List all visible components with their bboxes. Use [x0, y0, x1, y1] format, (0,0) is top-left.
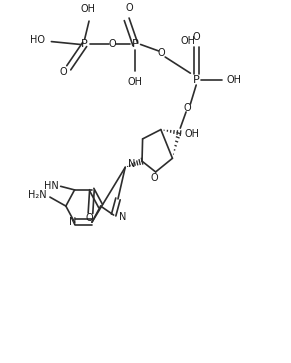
- Text: O: O: [85, 213, 93, 223]
- Text: O: O: [125, 3, 133, 13]
- Text: O: O: [150, 174, 158, 183]
- Text: O: O: [158, 48, 166, 58]
- Text: O: O: [184, 103, 191, 113]
- Text: P: P: [132, 40, 139, 49]
- Text: P: P: [81, 40, 88, 49]
- Text: OH: OH: [81, 4, 96, 14]
- Text: P: P: [193, 75, 200, 85]
- Text: OH: OH: [227, 75, 242, 85]
- Text: N: N: [70, 217, 77, 227]
- Text: H₂N: H₂N: [29, 190, 47, 200]
- Text: OH: OH: [184, 129, 200, 139]
- Text: O: O: [192, 32, 200, 42]
- Text: N: N: [119, 212, 127, 222]
- Text: O: O: [109, 39, 116, 49]
- Text: HO: HO: [30, 35, 45, 45]
- Text: OH: OH: [180, 36, 195, 46]
- Text: O: O: [59, 68, 67, 77]
- Text: OH: OH: [128, 77, 143, 87]
- Text: N: N: [128, 159, 136, 169]
- Text: HN: HN: [44, 181, 58, 191]
